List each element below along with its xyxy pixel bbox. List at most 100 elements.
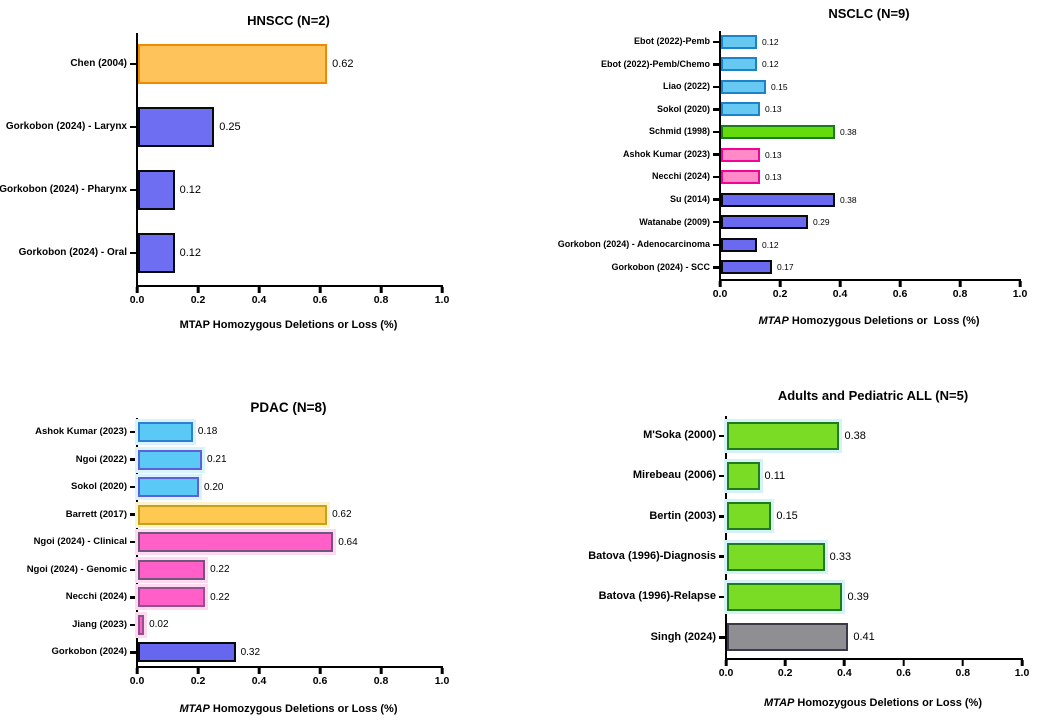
- y-axis-tick-mark: [130, 458, 136, 461]
- bar: [138, 421, 193, 442]
- bar-row: 0.33: [727, 542, 1023, 571]
- category-label: Batova (1996)-Diagnosis: [535, 537, 725, 577]
- bar-row: 0.38: [727, 421, 1023, 450]
- x-tick-label: 0.2: [777, 666, 793, 679]
- category-label-text: Gorkobon (2024) - SCC: [611, 261, 710, 272]
- x-tick-label: 1.0: [434, 675, 450, 688]
- bar: [721, 215, 808, 230]
- x-axis-title-rest: Homozygous Deletions or Loss (%): [794, 696, 982, 709]
- bar: [721, 192, 835, 207]
- category-label: Batova (1996)-Relapse: [535, 577, 725, 617]
- category-label-text: M'Soka (2000): [643, 428, 716, 441]
- category-label-text: Mirebeau (2006): [632, 469, 716, 482]
- bar: [721, 260, 772, 275]
- bar-value-label: 0.38: [844, 429, 866, 442]
- category-label: Ngoi (2024) - Genomic: [8, 556, 136, 584]
- y-axis-tick-mark: [130, 188, 136, 192]
- x-tick-label: 0.4: [251, 293, 267, 306]
- category-label: M'Soka (2000): [535, 416, 725, 456]
- panel-nsclc: NSCLC (N=9) Ebot (2022)-Pemb Ebot (2022)-…: [530, 0, 1051, 380]
- x-tick: 0.6: [893, 280, 907, 300]
- bar-row: 0.12: [721, 57, 1021, 72]
- bar-value-label: 0.22: [210, 591, 230, 603]
- panel-title: HNSCC (N=2): [247, 13, 330, 28]
- y-axis-tick-mark: [713, 243, 719, 247]
- x-axis-ticks: 0.0 0.2 0.4 0.6 0.8 1.0: [130, 286, 449, 310]
- bar: [138, 532, 334, 553]
- x-axis-ticks: 0.0 0.2 0.4 0.6 0.8 1.0: [713, 280, 1027, 304]
- bar-value-label: 0.62: [332, 58, 354, 71]
- bar-row: 0.41: [727, 623, 1023, 652]
- y-axis-tick-mark: [719, 434, 725, 437]
- x-tick-label: 1.0: [1012, 287, 1028, 300]
- bar: [721, 102, 760, 117]
- category-label-text: Gorkobon (2024) - Oral: [18, 246, 127, 258]
- bar-value-label: 0.39: [847, 591, 869, 604]
- y-axis-tick-mark: [719, 595, 725, 599]
- category-label-text: Ngoi (2024) - Genomic: [26, 563, 127, 575]
- category-label-text: Ashok Kumar (2023): [35, 425, 127, 437]
- x-tick-label: 0.8: [373, 675, 389, 688]
- y-axis-tick-mark: [713, 108, 719, 111]
- plot-region: Ebot (2022)-Pemb Ebot (2022)-Pemb/Chemo Li…: [535, 30, 1051, 281]
- bar-value-label: 0.38: [840, 194, 857, 205]
- x-axis-ticks: 0.0 0.2 0.4 0.6 0.8 1.0: [719, 659, 1029, 683]
- category-label-text: Bertin (2003): [649, 509, 716, 522]
- x-tick-mark: [838, 280, 842, 287]
- bar: [138, 504, 328, 525]
- bar-row: 0.13: [721, 170, 1021, 185]
- bar-row: 0.12: [138, 233, 443, 274]
- category-label: Su (2014): [535, 188, 719, 211]
- x-axis-title-rest: Homozygous Deletions or Loss (%): [209, 703, 398, 716]
- y-axis-tick-mark: [713, 153, 719, 156]
- x-tick-mark: [783, 659, 787, 666]
- x-tick-mark: [196, 286, 200, 293]
- y-axis-tick-mark: [713, 40, 719, 44]
- category-label: Sokol (2020): [535, 98, 719, 121]
- x-tick-mark: [958, 280, 962, 287]
- y-axis-tick-mark: [130, 430, 136, 434]
- bar-value-label: 0.11: [764, 470, 786, 483]
- x-axis-title: MTAP Homozygous Deletions or Loss (%): [725, 697, 1021, 709]
- x-tick: 0.2: [191, 668, 205, 687]
- x-tick-mark: [1018, 280, 1022, 287]
- category-label: Ebot (2022)-Pemb: [535, 31, 719, 54]
- category-label: Necchi (2024): [535, 166, 719, 189]
- y-axis-tick-mark: [713, 63, 719, 66]
- x-tick-label: 0.0: [712, 287, 728, 300]
- x-tick-mark: [135, 668, 139, 675]
- bar-row: 0.64: [138, 532, 443, 553]
- category-label-text: Jiang (2023): [72, 618, 127, 630]
- x-tick: 0.8: [374, 286, 388, 306]
- bars-area: 0.12 0.12 0.15 0.13 0.38 0.13 0.13 0.38 0.29 0.12…: [719, 30, 1021, 281]
- bar-row: 0.02: [138, 614, 443, 635]
- x-tick-mark: [379, 668, 383, 675]
- category-label: Singh (2024): [535, 617, 725, 657]
- x-tick-mark: [257, 668, 261, 675]
- bar-value-label: 0.15: [776, 510, 798, 523]
- x-tick-mark: [318, 668, 322, 675]
- bars-area: 0.18 0.21 0.20 0.62 0.64 0.22 0.22 0.02 0.32: [136, 418, 443, 669]
- bar: [138, 44, 328, 85]
- x-axis-title-gene: MTAP: [758, 314, 789, 327]
- x-tick-mark: [1020, 659, 1024, 666]
- plot-region: Chen (2004) Gorkobon (2024) - Larynx Gorko…: [0, 32, 530, 287]
- bar-value-label: 0.18: [197, 426, 218, 438]
- y-axis-labels: Ebot (2022)-Pemb Ebot (2022)-Pemb/Chemo Li…: [535, 31, 719, 279]
- x-axis-title: MTAP Homozygous Deletions or Loss (%): [719, 315, 1019, 327]
- category-label: Bertin (2003): [535, 496, 725, 536]
- category-label: Ebot (2022)-Pemb/Chemo: [535, 53, 719, 76]
- y-axis-labels: Chen (2004) Gorkobon (2024) - Larynx Gorko…: [0, 33, 136, 285]
- plot-region: M'Soka (2000) Mirebeau (2006) Bertin (2003…: [535, 415, 1051, 660]
- x-tick: 0.6: [313, 286, 327, 306]
- category-label: Ngoi (2024) - Clinical: [8, 528, 136, 556]
- bar-row: 0.15: [727, 502, 1023, 531]
- bar-row: 0.22: [138, 587, 443, 608]
- bar-value-label: 0.17: [777, 262, 794, 273]
- bar-value-label: 0.62: [332, 509, 352, 521]
- bar-row: 0.17: [721, 260, 1021, 275]
- y-axis-tick-mark: [130, 540, 136, 544]
- x-tick: 0.0: [719, 659, 733, 679]
- x-tick-mark: [902, 659, 905, 666]
